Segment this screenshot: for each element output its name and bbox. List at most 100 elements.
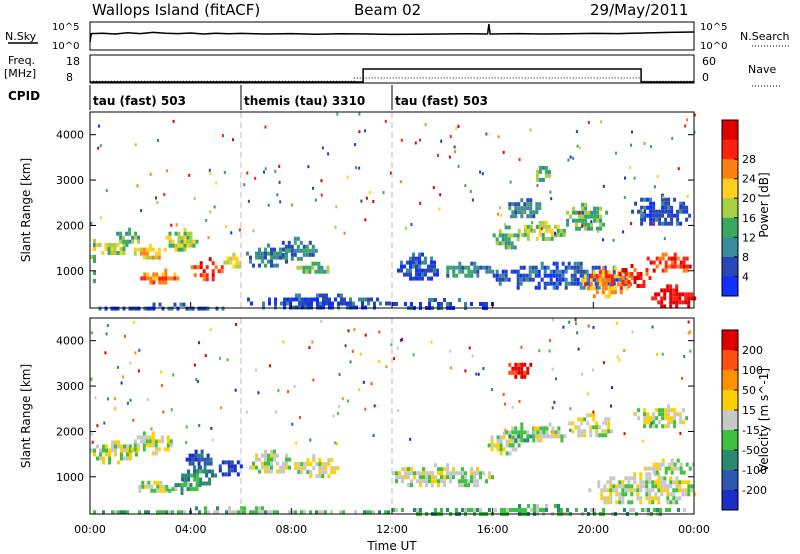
heatmap-cell	[670, 462, 674, 467]
heatmap-cell	[555, 277, 559, 282]
heatmap-cell	[452, 475, 455, 480]
heatmap-cell	[285, 465, 288, 470]
heatmap-cell	[401, 475, 404, 480]
heatmap-cell	[673, 256, 677, 261]
heatmap-cell	[673, 466, 677, 471]
heatmap-cell	[273, 251, 276, 256]
heatmap-cell	[651, 488, 655, 493]
heatmap-cell	[228, 506, 231, 511]
heatmap-cell	[643, 416, 647, 421]
heatmap-noise	[575, 322, 577, 325]
heatmap-cell	[209, 457, 213, 462]
heatmap-noise	[575, 130, 578, 134]
heatmap-cell	[649, 201, 653, 206]
heatmap-cell	[168, 510, 171, 515]
heatmap-cell	[183, 510, 186, 515]
heatmap-cell	[183, 243, 187, 248]
heatmap-cell	[645, 268, 649, 272]
heatmap-cell	[567, 265, 571, 270]
heatmap-cell	[258, 255, 261, 260]
heatmap-cell	[639, 476, 643, 481]
heatmap-cell	[675, 296, 679, 301]
colorbar-step	[722, 470, 738, 491]
heatmap-cell	[449, 302, 452, 306]
heatmap-cell	[168, 235, 172, 240]
heatmap-noise	[193, 197, 196, 201]
heatmap-cell	[216, 506, 219, 511]
heatmap-cell	[154, 447, 158, 452]
heatmap-cell	[267, 465, 270, 470]
heatmap-cell	[415, 264, 418, 269]
heatmap-cell	[504, 225, 508, 230]
heatmap-cell	[664, 412, 668, 417]
heatmap-noise	[530, 228, 533, 232]
heatmap-noise	[623, 196, 626, 199]
heatmap-cell	[301, 297, 304, 302]
colorbar-step	[722, 139, 738, 160]
heatmap-noise	[358, 388, 361, 392]
heatmap-cell	[264, 453, 267, 458]
heatmap-cell	[264, 465, 267, 470]
heatmap-noise	[358, 130, 361, 134]
colorbar-step	[722, 198, 738, 219]
heatmap-cell	[430, 276, 433, 281]
heatmap-cell	[501, 269, 505, 274]
heatmap-cell	[174, 247, 178, 252]
heatmap-noise	[481, 172, 484, 176]
heatmap-cell	[249, 510, 252, 515]
heatmap-cell	[673, 264, 677, 269]
heatmap-cell	[517, 206, 521, 211]
heatmap-cell	[649, 416, 653, 421]
heatmap-cell	[433, 264, 436, 269]
heatmap-cell	[541, 232, 545, 237]
heatmap-noise	[600, 120, 603, 124]
heatmap-cell	[427, 264, 430, 269]
heatmap-cell	[670, 221, 674, 226]
heatmap-noise	[499, 206, 501, 210]
heatmap-cell	[308, 269, 312, 274]
heatmap-cell	[664, 466, 668, 471]
heatmap-cell	[684, 292, 688, 297]
heatmap-cell	[668, 508, 671, 512]
heatmap-cell	[310, 297, 313, 302]
heatmap-cell	[604, 286, 608, 291]
heatmap-cell	[433, 260, 436, 265]
heatmap-cell	[96, 456, 99, 461]
heatmap-cell	[159, 488, 163, 493]
heatmap-cell	[543, 285, 547, 290]
heatmap-cell	[443, 298, 446, 302]
heatmap-cell	[205, 265, 209, 270]
heatmap-cell	[537, 281, 541, 286]
heatmap-cell	[618, 272, 622, 276]
sky-tick-bottom-right: 10^0	[700, 41, 727, 52]
heatmap-cell	[684, 488, 688, 493]
heatmap-cell	[502, 447, 506, 452]
heatmap-cell	[666, 488, 670, 493]
heatmap-cell	[446, 273, 450, 278]
heatmap-cell	[627, 500, 631, 505]
heatmap-cell	[395, 479, 398, 484]
heatmap-cell	[641, 508, 644, 512]
nave-tick-bottom: 0	[702, 71, 709, 84]
heatmap-cell	[142, 435, 146, 440]
heatmap-cell	[572, 210, 576, 215]
heatmap-noise	[170, 408, 173, 412]
heatmap-noise	[579, 146, 581, 150]
heatmap-cell	[407, 475, 410, 480]
heatmap-noise	[611, 386, 613, 389]
heatmap-cell	[580, 429, 584, 434]
heatmap-cell	[494, 508, 497, 512]
heatmap-cell	[630, 492, 634, 497]
heatmap-cell	[482, 302, 485, 306]
heatmap-cell	[490, 435, 494, 440]
heatmap-cell	[492, 233, 496, 238]
heatmap-cell	[526, 206, 530, 211]
heatmap-noise	[114, 407, 117, 411]
heatmap-cell	[400, 268, 403, 273]
heatmap-cell	[446, 471, 449, 476]
heatmap-cell	[273, 453, 276, 458]
heatmap-cell	[437, 302, 440, 306]
heatmap-cell	[294, 462, 298, 467]
heatmap-cell	[604, 421, 608, 426]
heatmap-noise	[215, 181, 218, 185]
